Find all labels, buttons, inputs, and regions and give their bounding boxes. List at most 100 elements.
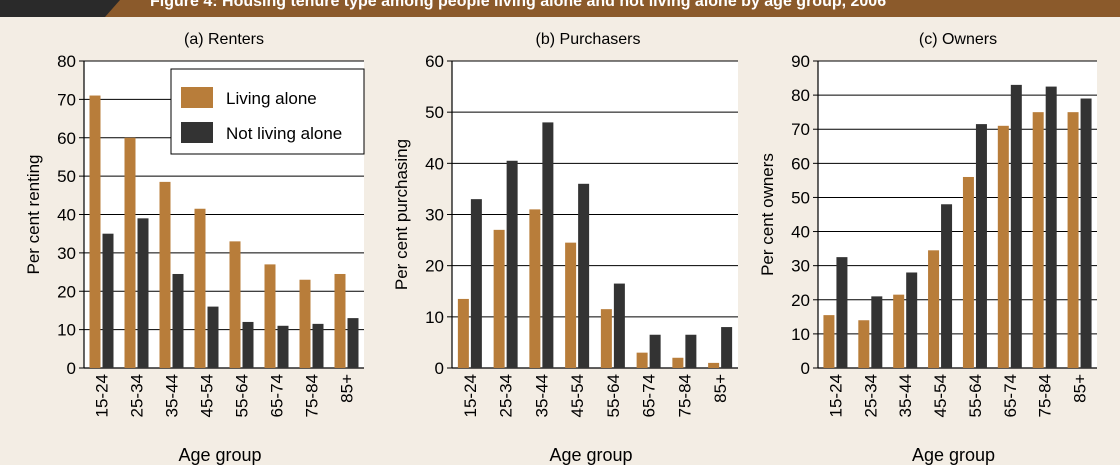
bar-not-living-alone-65-74 bbox=[277, 325, 289, 368]
x-tick-label: 75-84 bbox=[303, 374, 322, 417]
x-tick-label: 55-64 bbox=[233, 374, 252, 417]
bar-not-living-alone-75-84 bbox=[312, 323, 324, 368]
legend-swatch-not-living-alone bbox=[181, 122, 213, 143]
y-tick-label: 10 bbox=[791, 325, 810, 344]
x-axis-label: Age group bbox=[549, 445, 632, 465]
bar-living-alone-55-64 bbox=[600, 309, 612, 368]
y-tick-label: 40 bbox=[425, 154, 444, 173]
bar-living-alone-35-44 bbox=[529, 209, 541, 368]
x-tick-label: 85+ bbox=[338, 374, 357, 403]
y-tick-label: 0 bbox=[435, 359, 444, 378]
bar-living-alone-15-24 bbox=[823, 315, 835, 368]
y-tick-label: 0 bbox=[67, 359, 76, 378]
x-tick-label: 25-34 bbox=[861, 374, 880, 417]
bar-living-alone-15-24 bbox=[89, 95, 101, 368]
bar-living-alone-85+ bbox=[708, 362, 720, 368]
y-axis-label: Per cent purchasing bbox=[392, 139, 411, 290]
bar-living-alone-35-44 bbox=[893, 294, 905, 368]
bar-not-living-alone-25-34 bbox=[871, 296, 883, 368]
x-tick-label: 25-34 bbox=[128, 374, 147, 417]
y-tick-label: 50 bbox=[791, 188, 810, 207]
legend-label-living-alone: Living alone bbox=[226, 89, 317, 108]
bar-not-living-alone-85+ bbox=[1080, 98, 1092, 369]
x-tick-label: 85+ bbox=[711, 374, 730, 403]
figure-label-tab bbox=[0, 0, 120, 17]
y-tick-label: 90 bbox=[791, 52, 810, 71]
bar-not-living-alone-75-84 bbox=[1045, 86, 1057, 368]
y-tick-label: 60 bbox=[425, 52, 444, 71]
bar-not-living-alone-85+ bbox=[347, 318, 359, 368]
bar-not-living-alone-25-34 bbox=[137, 218, 149, 368]
bar-living-alone-85+ bbox=[1067, 112, 1079, 369]
bar-living-alone-75-84 bbox=[299, 279, 311, 368]
panel-title: (a) Renters bbox=[184, 31, 264, 48]
y-tick-label: 60 bbox=[57, 129, 76, 148]
bar-not-living-alone-45-54 bbox=[941, 204, 953, 368]
figure-banner: Figure 4: Housing tenure type among peop… bbox=[0, 0, 1120, 17]
y-tick-label: 10 bbox=[425, 308, 444, 327]
bar-living-alone-75-84 bbox=[672, 357, 684, 368]
chart-panel-3: 0 10 20 30 40 50 60 70 80 90 15-24 25-34 35-44 45-54 5… bbox=[758, 31, 1097, 465]
x-tick-label: 15-24 bbox=[93, 374, 112, 417]
x-tick-label: 15-24 bbox=[826, 374, 845, 417]
y-tick-label: 80 bbox=[791, 86, 810, 105]
bar-not-living-alone-75-84 bbox=[685, 334, 697, 368]
x-tick-label: 75-84 bbox=[1036, 374, 1055, 417]
bar-living-alone-75-84 bbox=[1032, 112, 1044, 369]
bar-not-living-alone-65-74 bbox=[649, 334, 661, 368]
x-tick-label: 45-54 bbox=[931, 374, 950, 417]
y-tick-label: 40 bbox=[791, 223, 810, 242]
bar-living-alone-45-54 bbox=[565, 242, 577, 368]
x-tick-label: 75-84 bbox=[675, 374, 694, 417]
bar-not-living-alone-55-64 bbox=[613, 283, 625, 368]
bar-living-alone-55-64 bbox=[962, 176, 974, 368]
bar-not-living-alone-35-44 bbox=[906, 272, 918, 368]
figure-title: Figure 4: Housing tenure type among peop… bbox=[150, 0, 887, 10]
y-tick-label: 20 bbox=[425, 257, 444, 276]
legend-label-not-living-alone: Not living alone bbox=[226, 124, 342, 143]
panel-title: (c) Owners bbox=[919, 31, 997, 48]
y-tick-label: 50 bbox=[57, 167, 76, 186]
x-tick-label: 35-44 bbox=[532, 374, 551, 417]
x-tick-label: 55-64 bbox=[966, 374, 985, 417]
x-axis-label: Age group bbox=[912, 445, 995, 465]
bar-not-living-alone-25-34 bbox=[506, 160, 518, 368]
x-tick-label: 65-74 bbox=[268, 374, 287, 417]
x-tick-label: 35-44 bbox=[896, 374, 915, 417]
bar-not-living-alone-65-74 bbox=[1010, 84, 1022, 368]
bar-living-alone-15-24 bbox=[457, 298, 469, 368]
bar-not-living-alone-55-64 bbox=[242, 321, 254, 368]
bar-living-alone-85+ bbox=[334, 273, 346, 368]
bar-not-living-alone-55-64 bbox=[975, 124, 987, 368]
bar-not-living-alone-35-44 bbox=[172, 273, 184, 368]
bar-not-living-alone-15-24 bbox=[836, 257, 848, 368]
bar-not-living-alone-45-54 bbox=[207, 306, 219, 368]
y-tick-label: 50 bbox=[425, 103, 444, 122]
bar-living-alone-55-64 bbox=[229, 241, 241, 368]
bar-living-alone-25-34 bbox=[493, 229, 505, 368]
y-axis-label: Per cent owners bbox=[758, 153, 777, 276]
legend-swatch-living-alone bbox=[181, 87, 213, 108]
y-tick-label: 0 bbox=[801, 359, 810, 378]
x-tick-label: 65-74 bbox=[640, 374, 659, 417]
x-tick-label: 85+ bbox=[1071, 374, 1090, 403]
y-tick-label: 40 bbox=[57, 206, 76, 225]
bar-not-living-alone-45-54 bbox=[578, 183, 590, 368]
y-tick-label: 30 bbox=[425, 206, 444, 225]
bar-not-living-alone-15-24 bbox=[102, 233, 114, 368]
y-tick-label: 10 bbox=[57, 321, 76, 340]
y-tick-label: 60 bbox=[791, 154, 810, 173]
bar-living-alone-45-54 bbox=[194, 208, 206, 368]
x-tick-label: 55-64 bbox=[604, 374, 623, 417]
x-tick-label: 45-54 bbox=[568, 374, 587, 417]
chart-panel-2: 0 10 20 30 40 50 60 15-24 25-34 35-44 45-54 55-64 65… bbox=[392, 31, 738, 465]
bar-living-alone-35-44 bbox=[159, 181, 171, 368]
y-tick-label: 70 bbox=[57, 90, 76, 109]
bar-living-alone-65-74 bbox=[264, 264, 276, 368]
y-axis-label: Per cent renting bbox=[24, 154, 43, 274]
legend: Living alone Not living alone bbox=[170, 68, 365, 155]
y-tick-label: 80 bbox=[57, 52, 76, 71]
x-tick-label: 15-24 bbox=[461, 374, 480, 417]
chart-panel-1: 0 10 20 30 40 50 60 70 80 15-24 25-34 35-44 45-54 55-… bbox=[24, 31, 365, 465]
